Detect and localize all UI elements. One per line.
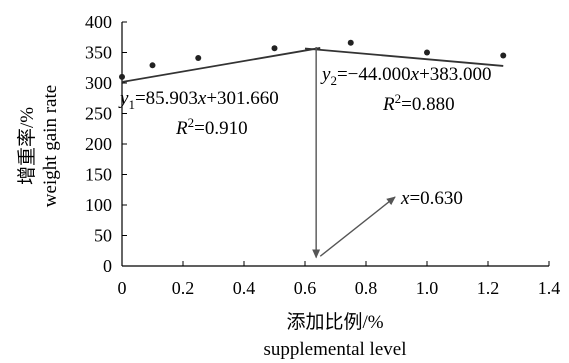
x-tick-label: 1.2 xyxy=(477,278,500,298)
x-ticks: 0 0.2 0.4 0.6 0.8 1.0 1.2 1.4 xyxy=(118,261,561,298)
data-point xyxy=(500,52,507,59)
y-tick-label: 200 xyxy=(85,134,112,154)
x-tick-label: 0.6 xyxy=(294,278,317,298)
data-point xyxy=(149,62,156,69)
x-tick-label: 0.2 xyxy=(172,278,195,298)
y-tick-label: 0 xyxy=(103,256,112,276)
x-tick-label: 0 xyxy=(118,278,127,298)
y-tick-label: 100 xyxy=(85,195,112,215)
intersection-label: x=0.630 xyxy=(400,188,463,209)
data-point xyxy=(195,54,202,61)
y-axis-title-cn: 增重率/% xyxy=(16,107,38,185)
x-tick-label: 1.0 xyxy=(416,278,439,298)
r-squared-1: R2=0.910 xyxy=(175,115,248,139)
x-tick-label: 0.4 xyxy=(233,278,256,298)
x-axis-title-cn: 添加比例/% xyxy=(286,311,383,333)
y-tick-label: 300 xyxy=(85,73,112,93)
y-tick-label: 250 xyxy=(85,104,112,124)
equation-1: y1=85.903x+301.660 xyxy=(118,88,279,112)
fit-line-2 xyxy=(304,47,504,67)
data-point xyxy=(119,73,125,80)
data-point xyxy=(424,49,430,56)
fit-line-1 xyxy=(121,47,321,83)
arrows xyxy=(312,46,396,259)
y-ticks: 0 50 100 150 200 250 300 350 400 xyxy=(85,12,127,276)
y-tick-label: 150 xyxy=(85,165,112,185)
equation-2: y2=−44.000x+383.000 xyxy=(320,64,492,88)
x-tick-label: 0.8 xyxy=(355,278,378,298)
data-point xyxy=(347,39,354,46)
y-axis-title-en: weight gain rate xyxy=(40,85,61,207)
fit-lines xyxy=(121,47,504,83)
y-tick-label: 400 xyxy=(85,12,112,32)
x-axis-title-en: supplemental level xyxy=(264,339,407,360)
r-squared-2: R2=0.880 xyxy=(382,91,455,115)
y-tick-label: 50 xyxy=(94,226,112,246)
data-point xyxy=(271,45,278,52)
data-points xyxy=(119,39,507,80)
diagonal-arrow xyxy=(319,196,396,257)
x-tick-label: 1.4 xyxy=(538,278,561,298)
y-tick-label: 350 xyxy=(85,43,112,63)
